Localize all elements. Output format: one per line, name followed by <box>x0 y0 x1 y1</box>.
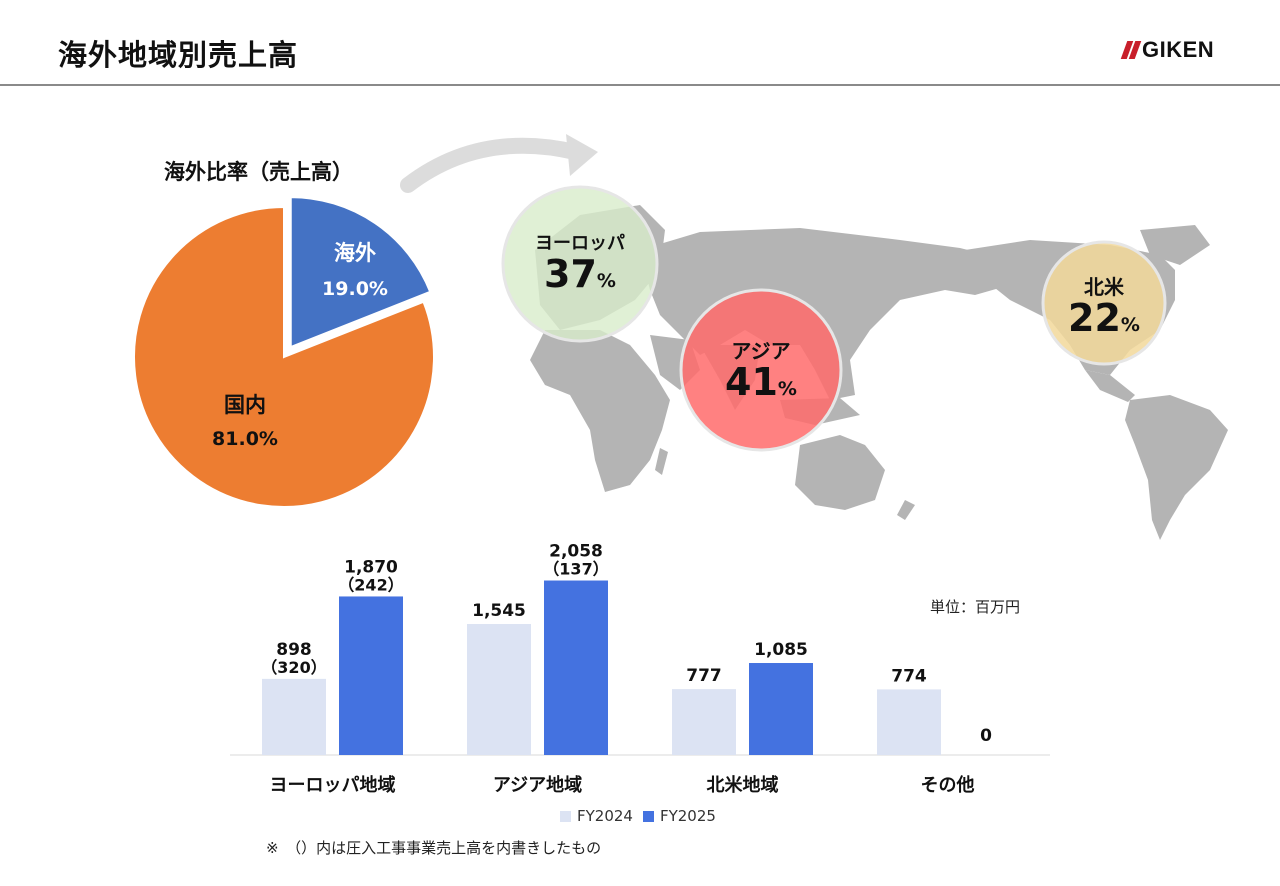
bar-value-label: 1,870 <box>344 557 398 577</box>
pie-slice-overseas <box>289 196 432 349</box>
bar-value-label: 1,085 <box>754 640 808 660</box>
bubble-europe-label: ヨーロッパ <box>535 233 625 254</box>
legend-item-fy2025: FY2025 <box>642 807 716 825</box>
legend-label-fy2025: FY2025 <box>659 807 716 825</box>
bubble-europe-value: 37% <box>520 252 640 296</box>
pie-slice-domestic <box>133 205 435 508</box>
bubble-north-america-value: 22% <box>1054 296 1154 340</box>
bar-value-label: 1,545 <box>472 601 526 621</box>
bar-fy2024-1 <box>467 624 531 755</box>
chart-legend: FY2024 FY2025 <box>560 807 716 825</box>
unit-label: 単位：百万円 <box>930 598 1021 616</box>
bubble-asia-label: アジア <box>731 339 791 363</box>
pie-title: 海外比率（売上高） <box>164 160 353 184</box>
slide-header: 海外地域別売上高 GIKEN <box>0 0 1280 86</box>
bubble-europe <box>501 185 659 343</box>
logo-text: GIKEN <box>1142 37 1215 62</box>
pie-slice-label-domestic: 国内 <box>224 393 266 417</box>
x-tick-label: その他 <box>921 774 975 796</box>
arrow-head-icon <box>566 134 598 176</box>
bar-fy2024-2 <box>672 689 736 755</box>
bubble-north-america <box>1041 240 1167 366</box>
x-tick-label: ヨーロッパ地域 <box>270 774 396 796</box>
x-tick-label: アジア地域 <box>493 774 582 796</box>
legend-swatch-fy2025 <box>642 810 654 822</box>
bar-value-label: 2,058 <box>549 542 603 562</box>
bar-fy2025-1 <box>544 580 608 755</box>
bubble-north-america-label: 北米 <box>1084 275 1124 299</box>
footnote: ※ （）内は圧入工事事業売上高を内書きしたもの <box>266 839 602 857</box>
legend-label-fy2024: FY2024 <box>577 807 633 825</box>
bar-fy2025-0 <box>339 596 403 755</box>
giken-logo: GIKEN <box>1120 37 1215 62</box>
bar-value-label: 774 <box>891 666 927 686</box>
bar-fy2024-0 <box>262 678 326 755</box>
legend-swatch-fy2024 <box>560 810 571 822</box>
bar-fy2025-2 <box>749 663 813 755</box>
pie-slice-value-domestic: 81.0% <box>212 428 278 450</box>
bubble-north-america-number: 22 <box>1068 296 1121 340</box>
bubble-europe-unit: % <box>596 270 616 292</box>
bubble-asia-value: 41% <box>711 360 811 404</box>
bar-sub-label: （137） <box>543 560 608 579</box>
pie-slice-value-overseas: 19.0% <box>322 278 388 300</box>
bubble-asia <box>679 288 843 452</box>
bar-value-label: 777 <box>686 666 722 686</box>
bar-value-label: 0 <box>980 726 992 746</box>
bar-sub-label: （242） <box>338 575 403 594</box>
bar-value-label: 898 <box>276 640 312 660</box>
pie-slice-label-overseas: 海外 <box>334 241 376 265</box>
bubble-europe-number: 37 <box>544 252 597 296</box>
header-divider <box>0 84 1280 86</box>
legend-item-fy2024: FY2024 <box>560 807 633 825</box>
page-title: 海外地域別売上高 <box>58 38 299 72</box>
bar-sub-label: （320） <box>261 658 326 677</box>
arrow-icon <box>400 137 583 193</box>
bubble-asia-unit: % <box>777 378 797 400</box>
x-tick-label: 北米地域 <box>707 774 779 796</box>
bubble-north-america-unit: % <box>1120 314 1140 336</box>
bar-fy2024-3 <box>877 689 941 755</box>
bubble-asia-number: 41 <box>725 360 778 404</box>
